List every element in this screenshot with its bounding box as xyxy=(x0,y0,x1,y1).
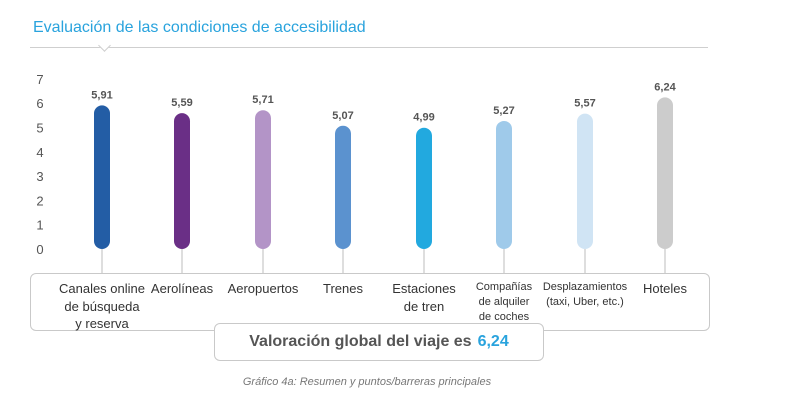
category-label: Compañías de alquiler de coches xyxy=(475,281,533,323)
bar xyxy=(496,120,512,250)
y-tick-label: 0 xyxy=(36,242,43,257)
bar xyxy=(255,110,271,249)
y-tick-label: 3 xyxy=(36,169,43,184)
y-tick-label: 6 xyxy=(36,96,43,111)
category-label: Canales online de búsqueda y reserva xyxy=(58,281,145,332)
bar xyxy=(577,113,593,249)
overall-rating-label: Valoración global del viaje es xyxy=(249,333,472,350)
chart-title: Evaluación de las condiciones de accesib… xyxy=(33,19,366,36)
category-label: Estaciones de tren xyxy=(392,281,456,314)
y-tick-label: 7 xyxy=(36,72,43,87)
overall-rating-box: Valoración global del viaje es 6,24 xyxy=(214,323,544,361)
y-tick-label: 1 xyxy=(36,218,43,233)
bar xyxy=(94,105,110,250)
category-label: Aerolíneas xyxy=(150,281,214,296)
bar-value-label: 6,24 xyxy=(654,81,676,93)
bar-value-label: 5,07 xyxy=(332,110,353,122)
bar xyxy=(174,113,190,250)
y-tick-label: 4 xyxy=(36,145,43,160)
bar-value-label: 5,91 xyxy=(91,89,112,101)
y-tick-label: 5 xyxy=(36,121,43,136)
bar xyxy=(657,97,673,249)
bar xyxy=(335,125,351,249)
category-label: Aeropuertos xyxy=(227,281,299,296)
overall-rating-value: 6,24 xyxy=(477,333,509,350)
title-divider xyxy=(30,47,708,48)
category-label: Hoteles xyxy=(642,281,688,296)
category-label: Desplazamientos (taxi, Uber, etc.) xyxy=(542,281,628,308)
bar-value-label: 5,57 xyxy=(574,98,595,110)
figure-caption: Gráfico 4a: Resumen y puntos/barreras pr… xyxy=(242,376,492,388)
bar-value-label: 4,99 xyxy=(413,112,434,124)
bar xyxy=(416,127,432,249)
category-label: Trenes xyxy=(323,281,363,296)
y-tick-label: 2 xyxy=(36,193,43,208)
bar-value-label: 5,71 xyxy=(252,94,273,106)
bar-value-label: 5,59 xyxy=(171,97,192,109)
bar-value-label: 5,27 xyxy=(493,105,514,117)
category-label-panel xyxy=(30,273,710,331)
